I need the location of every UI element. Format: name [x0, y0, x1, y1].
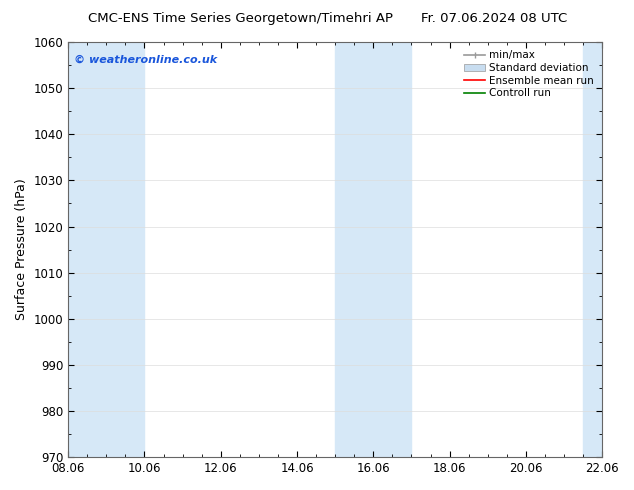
Y-axis label: Surface Pressure (hPa): Surface Pressure (hPa): [15, 179, 28, 320]
Bar: [335, 42, 411, 457]
Text: © weatheronline.co.uk: © weatheronline.co.uk: [74, 54, 217, 65]
Bar: [583, 42, 621, 457]
Text: Fr. 07.06.2024 08 UTC: Fr. 07.06.2024 08 UTC: [422, 12, 567, 25]
Bar: [68, 42, 145, 457]
Text: CMC-ENS Time Series Georgetown/Timehri AP: CMC-ENS Time Series Georgetown/Timehri A…: [88, 12, 394, 25]
Legend: min/max, Standard deviation, Ensemble mean run, Controll run: min/max, Standard deviation, Ensemble me…: [461, 47, 597, 101]
